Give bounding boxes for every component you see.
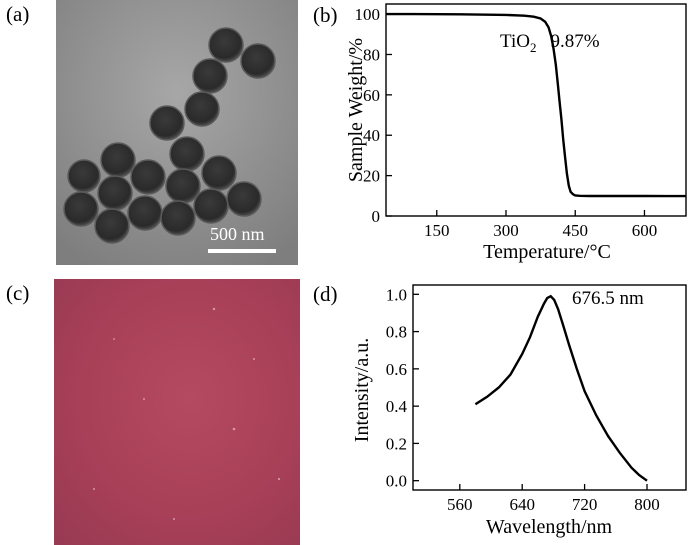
pl-xtick-label: 800 (634, 495, 660, 514)
tem-image: 500 nm (56, 0, 298, 265)
pl-curve (474, 294, 648, 482)
panel-label-a: (a) (6, 2, 30, 26)
pl-ytick-label: 0.6 (386, 360, 407, 379)
panel-label-d: (d) (313, 282, 338, 306)
tga-xtick-label: 450 (562, 221, 588, 240)
panel-label-b: (b) (313, 3, 338, 27)
pl-xlabel: Wavelength/nm (486, 516, 613, 538)
pl-ytick-label: 0.0 (386, 472, 407, 491)
pl-ytick-label: 0.2 (386, 434, 407, 453)
pl-xtick-label: 640 (509, 495, 535, 514)
pl-ylabel: Intensity/a.u. (351, 338, 373, 442)
pl-ytick-label: 1.0 (386, 285, 407, 304)
optical-image (54, 279, 300, 545)
tga-ytick-label: 40 (363, 126, 380, 145)
panel-label-c: (c) (6, 281, 30, 305)
tga-xlabel: Temperature/°C (483, 241, 611, 263)
tem-nanoparticles (56, 0, 298, 265)
scale-bar-label: 500 nm (210, 224, 265, 244)
pl-ytick-label: 0.4 (386, 397, 408, 416)
tga-annotation: TiO2 9.87% (500, 31, 600, 55)
tga-xtick-label: 600 (632, 221, 658, 240)
tga-ytick-label: 100 (355, 5, 381, 24)
tga-curve (386, 12, 686, 198)
pl-xtick-label: 560 (447, 495, 473, 514)
tga-ytick-label: 60 (363, 86, 380, 105)
tga-xtick-label: 150 (424, 221, 450, 240)
pl-ytick-label: 0.8 (386, 323, 407, 342)
optical-speckles (93, 307, 281, 520)
tga-plot-frame (385, 3, 687, 217)
pl-plot-frame (412, 284, 687, 491)
tga-xtick-label: 300 (493, 221, 519, 240)
tga-ylabel: Sample Weight/% (345, 38, 367, 182)
tga-ytick-label: 20 (363, 167, 380, 186)
pl-annotation: 676.5 nm (572, 288, 644, 309)
tga-ytick-label: 0 (372, 207, 381, 226)
pl-xtick-label: 720 (572, 495, 598, 514)
tga-ytick-label: 80 (363, 45, 380, 64)
